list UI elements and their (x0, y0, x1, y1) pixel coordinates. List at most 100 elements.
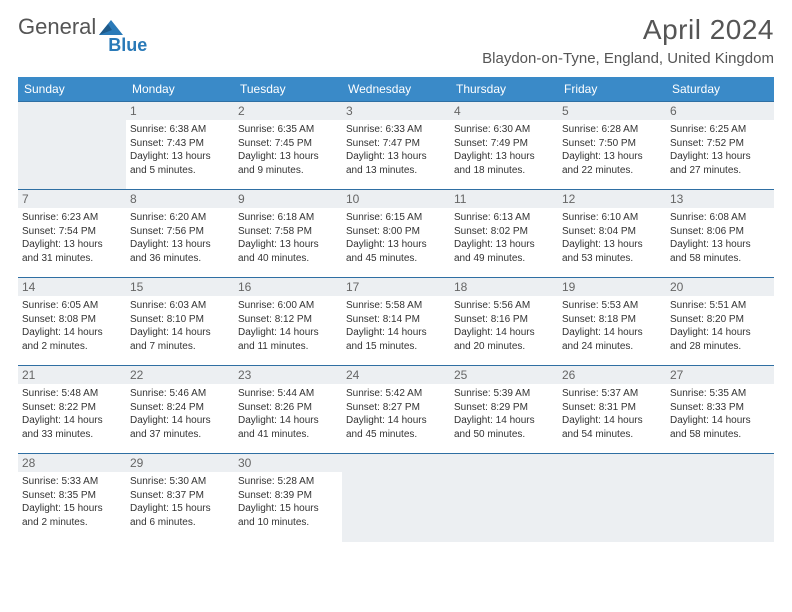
day-number: 27 (666, 366, 774, 384)
day-detail: and 5 minutes. (130, 164, 230, 178)
day-detail: Daylight: 14 hours (670, 414, 770, 428)
day-detail: and 2 minutes. (22, 516, 122, 530)
day-detail: and 33 minutes. (22, 428, 122, 442)
day-cell: 3Sunrise: 6:33 AMSunset: 7:47 PMDaylight… (342, 102, 450, 190)
day-detail: and 58 minutes. (670, 252, 770, 266)
day-number: 11 (450, 190, 558, 208)
day-detail: Daylight: 14 hours (238, 414, 338, 428)
day-number: 14 (18, 278, 126, 296)
calendar-body: 1Sunrise: 6:38 AMSunset: 7:43 PMDaylight… (18, 102, 774, 542)
day-detail: Sunset: 7:56 PM (130, 225, 230, 239)
day-cell: 14Sunrise: 6:05 AMSunset: 8:08 PMDayligh… (18, 278, 126, 366)
day-cell: 11Sunrise: 6:13 AMSunset: 8:02 PMDayligh… (450, 190, 558, 278)
day-detail: Daylight: 13 hours (670, 238, 770, 252)
day-cell: 27 Sunrise: 5:35 AMSunset: 8:33 PMDayligh… (666, 366, 774, 454)
day-number: 3 (342, 102, 450, 120)
day-detail: Sunrise: 6:28 AM (562, 123, 662, 137)
day-detail: and 58 minutes. (670, 428, 770, 442)
day-number: 12 (558, 190, 666, 208)
day-cell: 5Sunrise: 6:28 AMSunset: 7:50 PMDaylight… (558, 102, 666, 190)
day-detail: and 28 minutes. (670, 340, 770, 354)
day-detail: Sunrise: 6:30 AM (454, 123, 554, 137)
day-detail: Sunset: 8:02 PM (454, 225, 554, 239)
day-detail: Daylight: 14 hours (238, 326, 338, 340)
day-detail: and 18 minutes. (454, 164, 554, 178)
day-cell: 1Sunrise: 6:38 AMSunset: 7:43 PMDaylight… (126, 102, 234, 190)
day-detail: and 2 minutes. (22, 340, 122, 354)
location: Blaydon-on-Tyne, England, United Kingdom (482, 50, 774, 67)
day-detail: and 24 minutes. (562, 340, 662, 354)
week-row: 7Sunrise: 6:23 AMSunset: 7:54 PMDaylight… (18, 190, 774, 278)
day-cell: 16Sunrise: 6:00 AMSunset: 8:12 PMDayligh… (234, 278, 342, 366)
day-cell: 17Sunrise: 5:58 AMSunset: 8:14 PMDayligh… (342, 278, 450, 366)
day-detail: Daylight: 13 hours (454, 150, 554, 164)
day-detail: Daylight: 13 hours (562, 150, 662, 164)
day-number: 7 (18, 190, 126, 208)
day-detail: and 37 minutes. (130, 428, 230, 442)
day-cell: 9Sunrise: 6:18 AMSunset: 7:58 PMDaylight… (234, 190, 342, 278)
day-detail: and 10 minutes. (238, 516, 338, 530)
day-detail: Sunset: 8:29 PM (454, 401, 554, 415)
day-detail: Daylight: 14 hours (670, 326, 770, 340)
day-detail: Sunrise: 6:13 AM (454, 211, 554, 225)
week-row: 14Sunrise: 6:05 AMSunset: 8:08 PMDayligh… (18, 278, 774, 366)
day-detail: Sunrise: 6:03 AM (130, 299, 230, 313)
day-detail: Sunrise: 5:58 AM (346, 299, 446, 313)
day-cell: 8Sunrise: 6:20 AMSunset: 7:56 PMDaylight… (126, 190, 234, 278)
day-cell: 4Sunrise: 6:30 AMSunset: 7:49 PMDaylight… (450, 102, 558, 190)
day-detail: Sunset: 7:47 PM (346, 137, 446, 151)
dow-sunday: Sunday (18, 77, 126, 102)
day-cell: 15Sunrise: 6:03 AMSunset: 8:10 PMDayligh… (126, 278, 234, 366)
day-detail: Sunset: 7:43 PM (130, 137, 230, 151)
day-cell (558, 454, 666, 542)
day-detail: and 7 minutes. (130, 340, 230, 354)
day-detail: Sunset: 8:26 PM (238, 401, 338, 415)
day-detail: Daylight: 14 hours (562, 326, 662, 340)
day-cell: 23Sunrise: 5:44 AMSunset: 8:26 PMDayligh… (234, 366, 342, 454)
day-detail: Sunset: 8:33 PM (670, 401, 770, 415)
dow-saturday: Saturday (666, 77, 774, 102)
day-detail: Sunset: 7:52 PM (670, 137, 770, 151)
day-cell: 26Sunrise: 5:37 AMSunset: 8:31 PMDayligh… (558, 366, 666, 454)
day-detail: Daylight: 13 hours (346, 150, 446, 164)
day-detail: Sunrise: 6:18 AM (238, 211, 338, 225)
day-detail: Sunset: 7:58 PM (238, 225, 338, 239)
day-detail: and 22 minutes. (562, 164, 662, 178)
day-detail: and 54 minutes. (562, 428, 662, 442)
dow-monday: Monday (126, 77, 234, 102)
day-detail: Sunrise: 5:35 AM (670, 387, 770, 401)
day-detail: Sunset: 7:54 PM (22, 225, 122, 239)
day-detail: and 6 minutes. (130, 516, 230, 530)
day-cell (450, 454, 558, 542)
day-detail: Sunset: 8:14 PM (346, 313, 446, 327)
day-number: 1 (126, 102, 234, 120)
day-number: 2 (234, 102, 342, 120)
day-detail: Daylight: 14 hours (346, 414, 446, 428)
day-detail: Daylight: 14 hours (454, 326, 554, 340)
day-detail: Sunrise: 6:15 AM (346, 211, 446, 225)
day-detail: Sunset: 7:49 PM (454, 137, 554, 151)
day-number: 25 (450, 366, 558, 384)
day-detail: Sunrise: 6:05 AM (22, 299, 122, 313)
day-cell: 28Sunrise: 5:33 AMSunset: 8:35 PMDayligh… (18, 454, 126, 542)
day-cell: 6Sunrise: 6:25 AMSunset: 7:52 PMDaylight… (666, 102, 774, 190)
day-cell: 25Sunrise: 5:39 AMSunset: 8:29 PMDayligh… (450, 366, 558, 454)
dow-row: SundayMondayTuesdayWednesdayThursdayFrid… (18, 77, 774, 102)
day-detail: Sunset: 8:31 PM (562, 401, 662, 415)
day-number: 22 (126, 366, 234, 384)
day-detail: Sunrise: 5:44 AM (238, 387, 338, 401)
day-detail: Daylight: 13 hours (670, 150, 770, 164)
day-detail: Sunrise: 5:28 AM (238, 475, 338, 489)
day-detail: and 11 minutes. (238, 340, 338, 354)
day-cell: 13Sunrise: 6:08 AMSunset: 8:06 PMDayligh… (666, 190, 774, 278)
day-cell: 19Sunrise: 5:53 AMSunset: 8:18 PMDayligh… (558, 278, 666, 366)
day-number: 8 (126, 190, 234, 208)
day-cell: 18Sunrise: 5:56 AMSunset: 8:16 PMDayligh… (450, 278, 558, 366)
week-row: 28Sunrise: 5:33 AMSunset: 8:35 PMDayligh… (18, 454, 774, 542)
day-detail: Sunrise: 6:08 AM (670, 211, 770, 225)
day-detail: Daylight: 13 hours (238, 150, 338, 164)
day-number: 5 (558, 102, 666, 120)
day-number: 16 (234, 278, 342, 296)
day-detail: Sunset: 8:04 PM (562, 225, 662, 239)
day-detail: Sunrise: 5:53 AM (562, 299, 662, 313)
